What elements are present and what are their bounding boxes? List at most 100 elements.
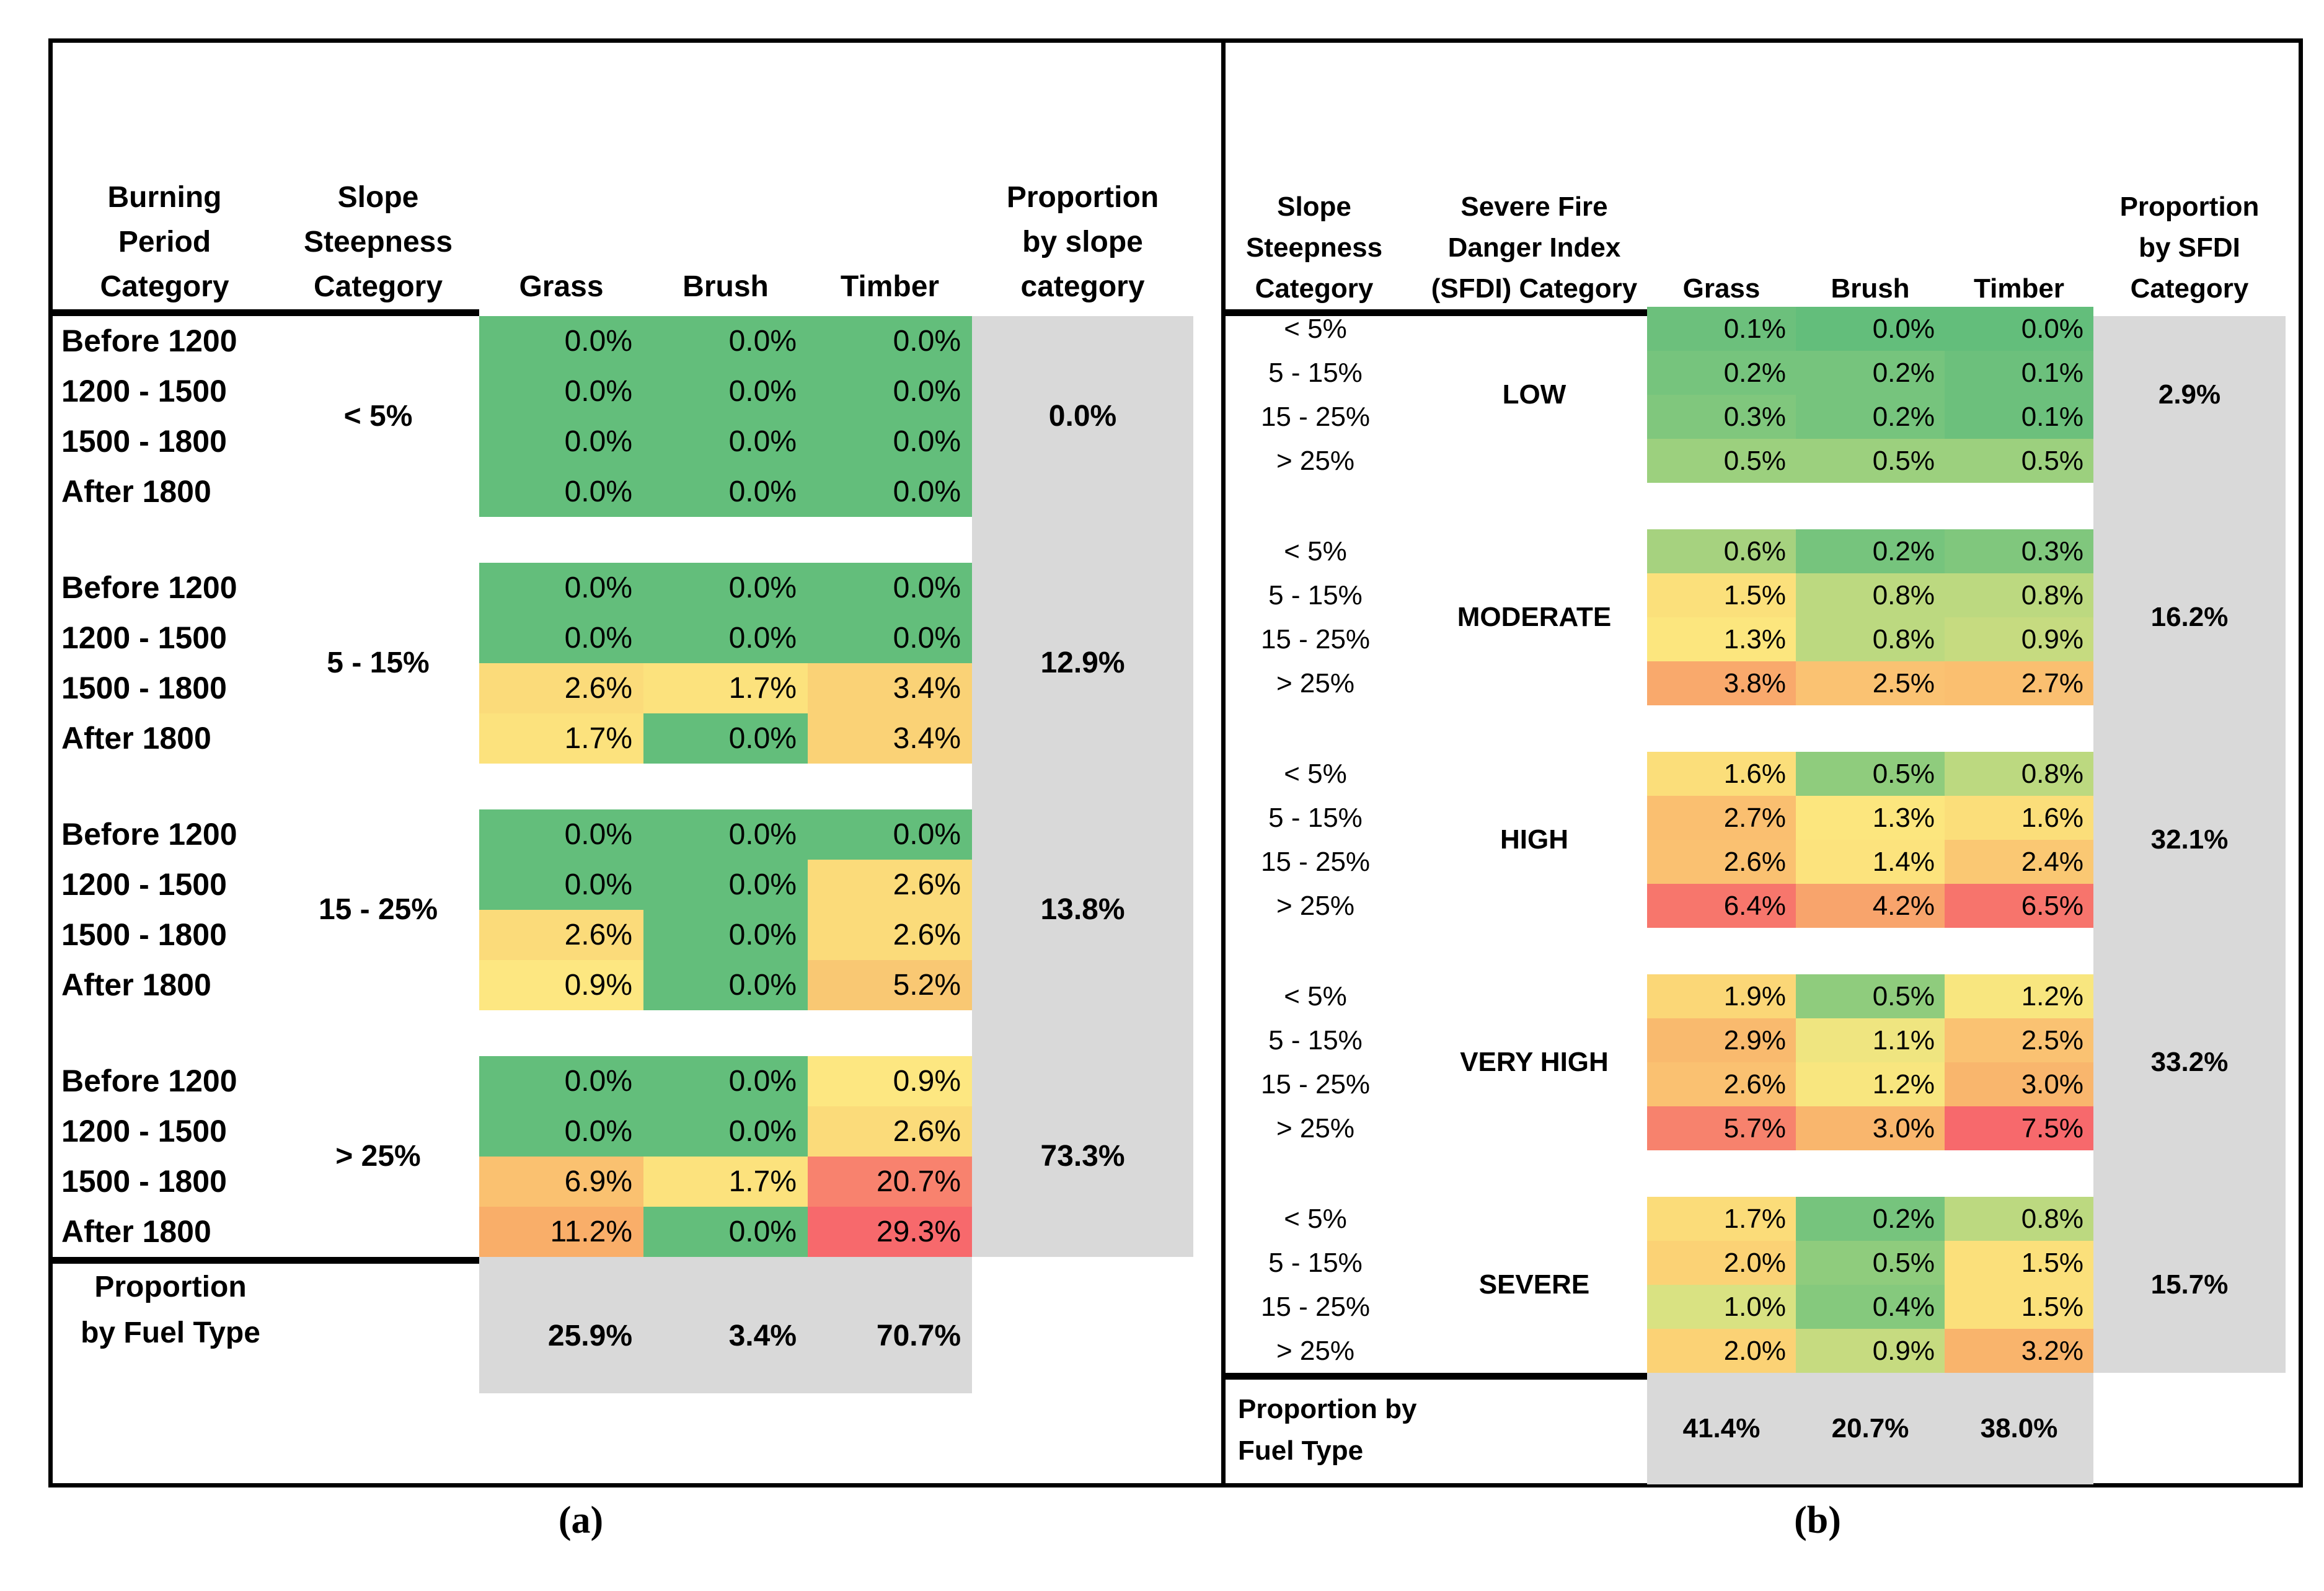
panel_a-footer-value: 3.4% (728, 1320, 797, 1352)
panel_b-heat-cell: 2.7% (1647, 796, 1796, 840)
panel_b-heat-cell: 2.5% (1945, 1018, 2093, 1062)
panel_b-heat-cell: 1.0% (1647, 1285, 1796, 1329)
panel_b-row-label: < 5% (1284, 314, 1347, 344)
panel_b-row-label: > 25% (1276, 1336, 1354, 1366)
panel-a-summary-column-background (972, 316, 1193, 1257)
panel_a-heat-cell: 20.7% (808, 1157, 972, 1207)
panel_a-heat-cell: 0.0% (479, 860, 643, 910)
panel_b-heat-cell: 0.8% (1796, 573, 1945, 617)
panel_b-heat-cell: 2.6% (1647, 840, 1796, 884)
panel_a-heat-cell: 1.7% (643, 1157, 808, 1207)
panel_a-heat-cell: 0.0% (479, 809, 643, 860)
panel-b-footer-rule (1226, 1373, 1647, 1380)
panel_a-heat-cell: 0.0% (643, 467, 808, 517)
panel_b-heat-cell: 0.9% (1796, 1329, 1945, 1373)
panel_b-heat-cell: 6.5% (1945, 884, 2093, 928)
panel_b-group-proportion-value: 15.7% (2150, 1269, 2229, 1300)
panel_b-heat-cell: 1.6% (1647, 752, 1796, 796)
panel-a-footer-background (479, 1257, 972, 1393)
panel_b-heat-cell: 1.1% (1796, 1018, 1945, 1062)
panel_b-row-label: < 5% (1284, 759, 1347, 789)
panel_b-heat-cell: 0.2% (1796, 351, 1945, 395)
panel_b-group-proportion-value: 33.2% (2150, 1047, 2229, 1077)
panel_a-heat-cell: 6.9% (479, 1157, 643, 1207)
panel-a-footer-label: Proportion by Fuel Type (81, 1271, 260, 1349)
panel_a-heat-cell: 0.0% (808, 563, 972, 613)
panel_a-row-label: After 1800 (61, 474, 211, 509)
panel_b-group-label: HIGH (1500, 824, 1568, 855)
panel_b-heat-cell: 2.5% (1796, 661, 1945, 705)
panel_b-heat-cell: 1.3% (1647, 617, 1796, 661)
panel-a-body: < 5% 0.0% Before 1200 0.0% 0.0% 0.0% 1200 - 15… (53, 43, 1221, 1483)
panel_a-footer-value: 25.9% (547, 1320, 632, 1352)
panel_a-row-label: After 1800 (61, 967, 211, 1002)
panel_b-group-label: LOW (1502, 379, 1566, 410)
panel_a-heat-cell: 0.0% (643, 1207, 808, 1257)
panel_a-group-proportion-value: 12.9% (1040, 646, 1125, 679)
panel_b-heat-cell: 1.3% (1796, 796, 1945, 840)
panel_b-group-label: VERY HIGH (1460, 1047, 1609, 1077)
panel_a-heat-cell: 0.0% (808, 467, 972, 517)
panel_a-heat-cell: 0.0% (479, 563, 643, 613)
panel_b-group-proportion-value: 32.1% (2150, 824, 2229, 855)
panel-a-header-grass: Grass (519, 270, 604, 303)
panel_b-heat-cell: 2.7% (1945, 661, 2093, 705)
panel_b-row-label: > 25% (1276, 891, 1354, 921)
panel_b-heat-cell: 1.6% (1945, 796, 2093, 840)
panel_b-heat-cell: 0.4% (1796, 1285, 1945, 1329)
caption-a: (a) (558, 1499, 604, 1541)
panel_a-group-label: > 25% (335, 1140, 421, 1173)
panel-b-header-slope-steepness-category: Slope Steepness Category (1245, 192, 1383, 304)
panel_b-heat-cell: 0.0% (1796, 307, 1945, 351)
panel_b-heat-cell: 0.9% (1945, 617, 2093, 661)
panel_a-group-label: < 5% (343, 400, 413, 433)
panel_b-heat-cell: 7.5% (1945, 1106, 2093, 1150)
panel_a-row-label: 1500 - 1800 (61, 1164, 227, 1199)
panel_b-heat-cell: 5.7% (1647, 1106, 1796, 1150)
panel_a-heat-cell: 5.2% (808, 960, 972, 1010)
panel_b-heat-cell: 3.0% (1796, 1106, 1945, 1150)
panel_a-row-label: 1500 - 1800 (61, 671, 227, 705)
panel_a-heat-cell: 0.0% (479, 1106, 643, 1157)
panel_a-heat-cell: 2.6% (479, 910, 643, 960)
panel_a-heat-cell: 3.4% (808, 663, 972, 713)
panel_a-heat-cell: 0.0% (643, 563, 808, 613)
panel-a-header-proportion-by-slope: Proportion by slope category (1006, 181, 1159, 303)
panel_b-heat-cell: 6.4% (1647, 884, 1796, 928)
panel-a-burning-period-table: Burning Period Category Slope Steepness … (48, 38, 1226, 1487)
panel_a-heat-cell: 0.0% (808, 316, 972, 366)
panel-b-header-sfdi-category: Severe Fire Danger Index (SFDI) Category (1431, 192, 1638, 304)
panel-a-header-timber: Timber (840, 270, 940, 303)
panel_a-heat-cell: 0.0% (643, 316, 808, 366)
panel_b-group-label: MODERATE (1457, 602, 1612, 632)
panel_b-row-label: > 25% (1276, 446, 1354, 476)
panel_b-row-label: 5 - 15% (1268, 803, 1363, 833)
panel_b-heat-cell: 0.5% (1945, 439, 2093, 483)
panel_b-heat-cell: 0.1% (1647, 307, 1796, 351)
caption-b: (b) (1794, 1499, 1841, 1541)
panel_b-heat-cell: 0.2% (1796, 1197, 1945, 1241)
panel_a-group-proportion-value: 73.3% (1040, 1140, 1125, 1173)
panel-a-header-rule (53, 309, 479, 316)
panel_b-heat-cell: 0.5% (1796, 1241, 1945, 1285)
panel_a-row-label: 1200 - 1500 (61, 374, 227, 408)
panel-a-header-slope-steepness-category: Slope Steepness Category (303, 181, 453, 303)
panel_a-heat-cell: 0.0% (479, 1056, 643, 1106)
panel_b-heat-cell: 3.0% (1945, 1062, 2093, 1106)
panel_a-heat-cell: 0.0% (643, 416, 808, 467)
panel_a-row-label: 1200 - 1500 (61, 620, 227, 655)
panel_b-row-label: < 5% (1284, 981, 1347, 1011)
panel_a-row-label: After 1800 (61, 721, 211, 756)
panel_a-heat-cell: 2.6% (808, 910, 972, 960)
panel_a-heat-cell: 0.0% (643, 1056, 808, 1106)
panel_a-row-label: 1200 - 1500 (61, 1114, 227, 1148)
panel_a-heat-cell: 29.3% (808, 1207, 972, 1257)
panel-b-body: LOW 2.9% < 5% 0.1% 0.0% 0.0% 5 - 15% 0.2% 0.2% 0.… (1226, 43, 2299, 1483)
panel_a-heat-cell: 0.0% (479, 316, 643, 366)
panel-a-header-burning-period-category: Burning Period Category (100, 181, 229, 303)
panel-a-footer-rule (53, 1257, 479, 1264)
panel_b-row-label: 5 - 15% (1268, 1025, 1363, 1056)
panel_b-heat-cell: 1.5% (1945, 1285, 2093, 1329)
panel_b-heat-cell: 2.6% (1647, 1062, 1796, 1106)
